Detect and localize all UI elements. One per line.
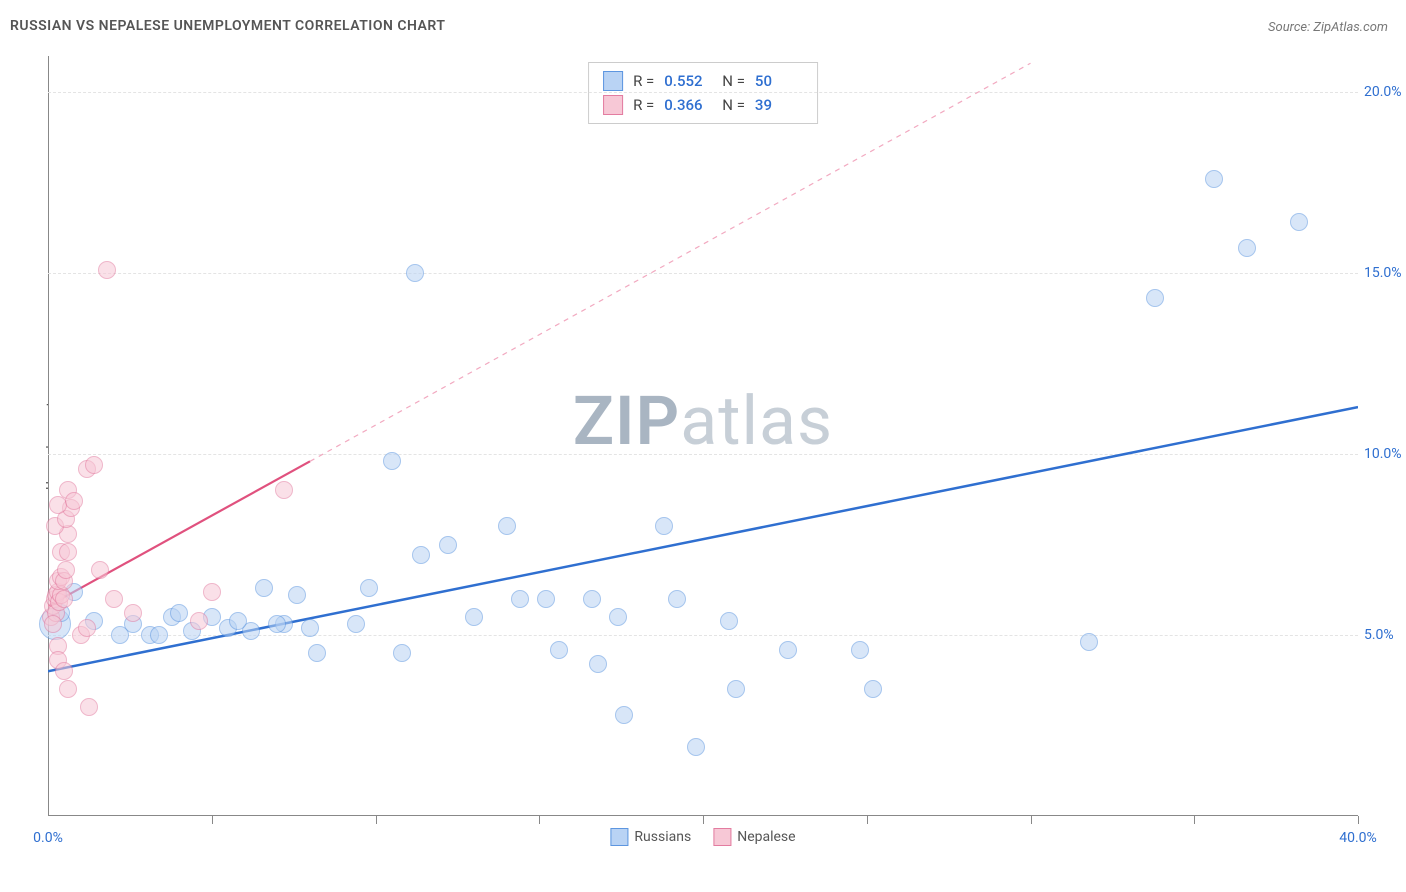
series-legend-item: Russians xyxy=(610,828,691,846)
data-point xyxy=(609,608,627,626)
series-legend: Russians Nepalese xyxy=(610,828,795,846)
series-legend-item: Nepalese xyxy=(713,828,795,846)
data-point xyxy=(275,481,293,499)
series-legend-label: Russians xyxy=(634,829,691,845)
data-point xyxy=(615,706,633,724)
data-point xyxy=(727,680,745,698)
x-tick-label: 0.0% xyxy=(33,830,63,846)
data-point xyxy=(383,452,401,470)
data-point xyxy=(498,517,516,535)
data-point xyxy=(360,579,378,597)
data-point xyxy=(412,546,430,564)
data-point xyxy=(1238,239,1256,257)
trend-line xyxy=(310,63,1031,461)
data-point xyxy=(255,579,273,597)
data-point xyxy=(1080,633,1098,651)
x-tick xyxy=(1194,816,1195,824)
data-point xyxy=(288,586,306,604)
data-point xyxy=(190,612,208,630)
data-point xyxy=(347,615,365,633)
y-tick-label: 10.0% xyxy=(1364,446,1406,462)
y-tick-label: 20.0% xyxy=(1364,84,1406,100)
data-point xyxy=(91,561,109,579)
data-point xyxy=(851,641,869,659)
data-point xyxy=(59,680,77,698)
data-point xyxy=(583,590,601,608)
data-point xyxy=(511,590,529,608)
data-point xyxy=(720,612,738,630)
data-point xyxy=(465,608,483,626)
data-point xyxy=(65,492,83,510)
data-point xyxy=(406,264,424,282)
x-tick-label: 40.0% xyxy=(1339,830,1377,846)
data-point xyxy=(655,517,673,535)
data-point xyxy=(80,698,98,716)
data-point xyxy=(59,543,77,561)
data-point xyxy=(668,590,686,608)
data-point xyxy=(57,561,75,579)
plot-area: ZIPatlas R =0.552N =50R =0.366N =39 Russ… xyxy=(48,56,1358,816)
data-point xyxy=(308,644,326,662)
x-tick xyxy=(1358,816,1359,824)
data-point xyxy=(393,644,411,662)
series-legend-label: Nepalese xyxy=(737,829,795,845)
legend-swatch xyxy=(610,828,628,846)
data-point xyxy=(44,615,62,633)
x-tick xyxy=(867,816,868,824)
x-tick xyxy=(376,816,377,824)
x-tick xyxy=(212,816,213,824)
x-tick xyxy=(703,816,704,824)
trend-svg xyxy=(48,56,1358,816)
data-point xyxy=(170,604,188,622)
data-point xyxy=(98,261,116,279)
correlation-chart: RUSSIAN VS NEPALESE UNEMPLOYMENT CORRELA… xyxy=(0,0,1406,892)
data-point xyxy=(124,604,142,622)
data-point xyxy=(864,680,882,698)
data-point xyxy=(268,615,286,633)
data-point xyxy=(1205,170,1223,188)
data-point xyxy=(85,456,103,474)
legend-swatch xyxy=(713,828,731,846)
x-tick xyxy=(539,816,540,824)
data-point xyxy=(301,619,319,637)
data-point xyxy=(55,590,73,608)
y-tick-label: 5.0% xyxy=(1364,627,1406,643)
data-point xyxy=(779,641,797,659)
data-point xyxy=(78,619,96,637)
data-point xyxy=(439,536,457,554)
data-point xyxy=(687,738,705,756)
data-point xyxy=(1290,213,1308,231)
data-point xyxy=(537,590,555,608)
data-point xyxy=(150,626,168,644)
x-tick xyxy=(1031,816,1032,824)
data-point xyxy=(550,641,568,659)
y-tick-label: 15.0% xyxy=(1364,265,1406,281)
data-point xyxy=(229,612,247,630)
data-point xyxy=(55,662,73,680)
source-label: Source: ZipAtlas.com xyxy=(1268,20,1388,35)
data-point xyxy=(1146,289,1164,307)
chart-title: RUSSIAN VS NEPALESE UNEMPLOYMENT CORRELA… xyxy=(10,18,445,34)
data-point xyxy=(203,583,221,601)
data-point xyxy=(589,655,607,673)
data-point xyxy=(105,590,123,608)
